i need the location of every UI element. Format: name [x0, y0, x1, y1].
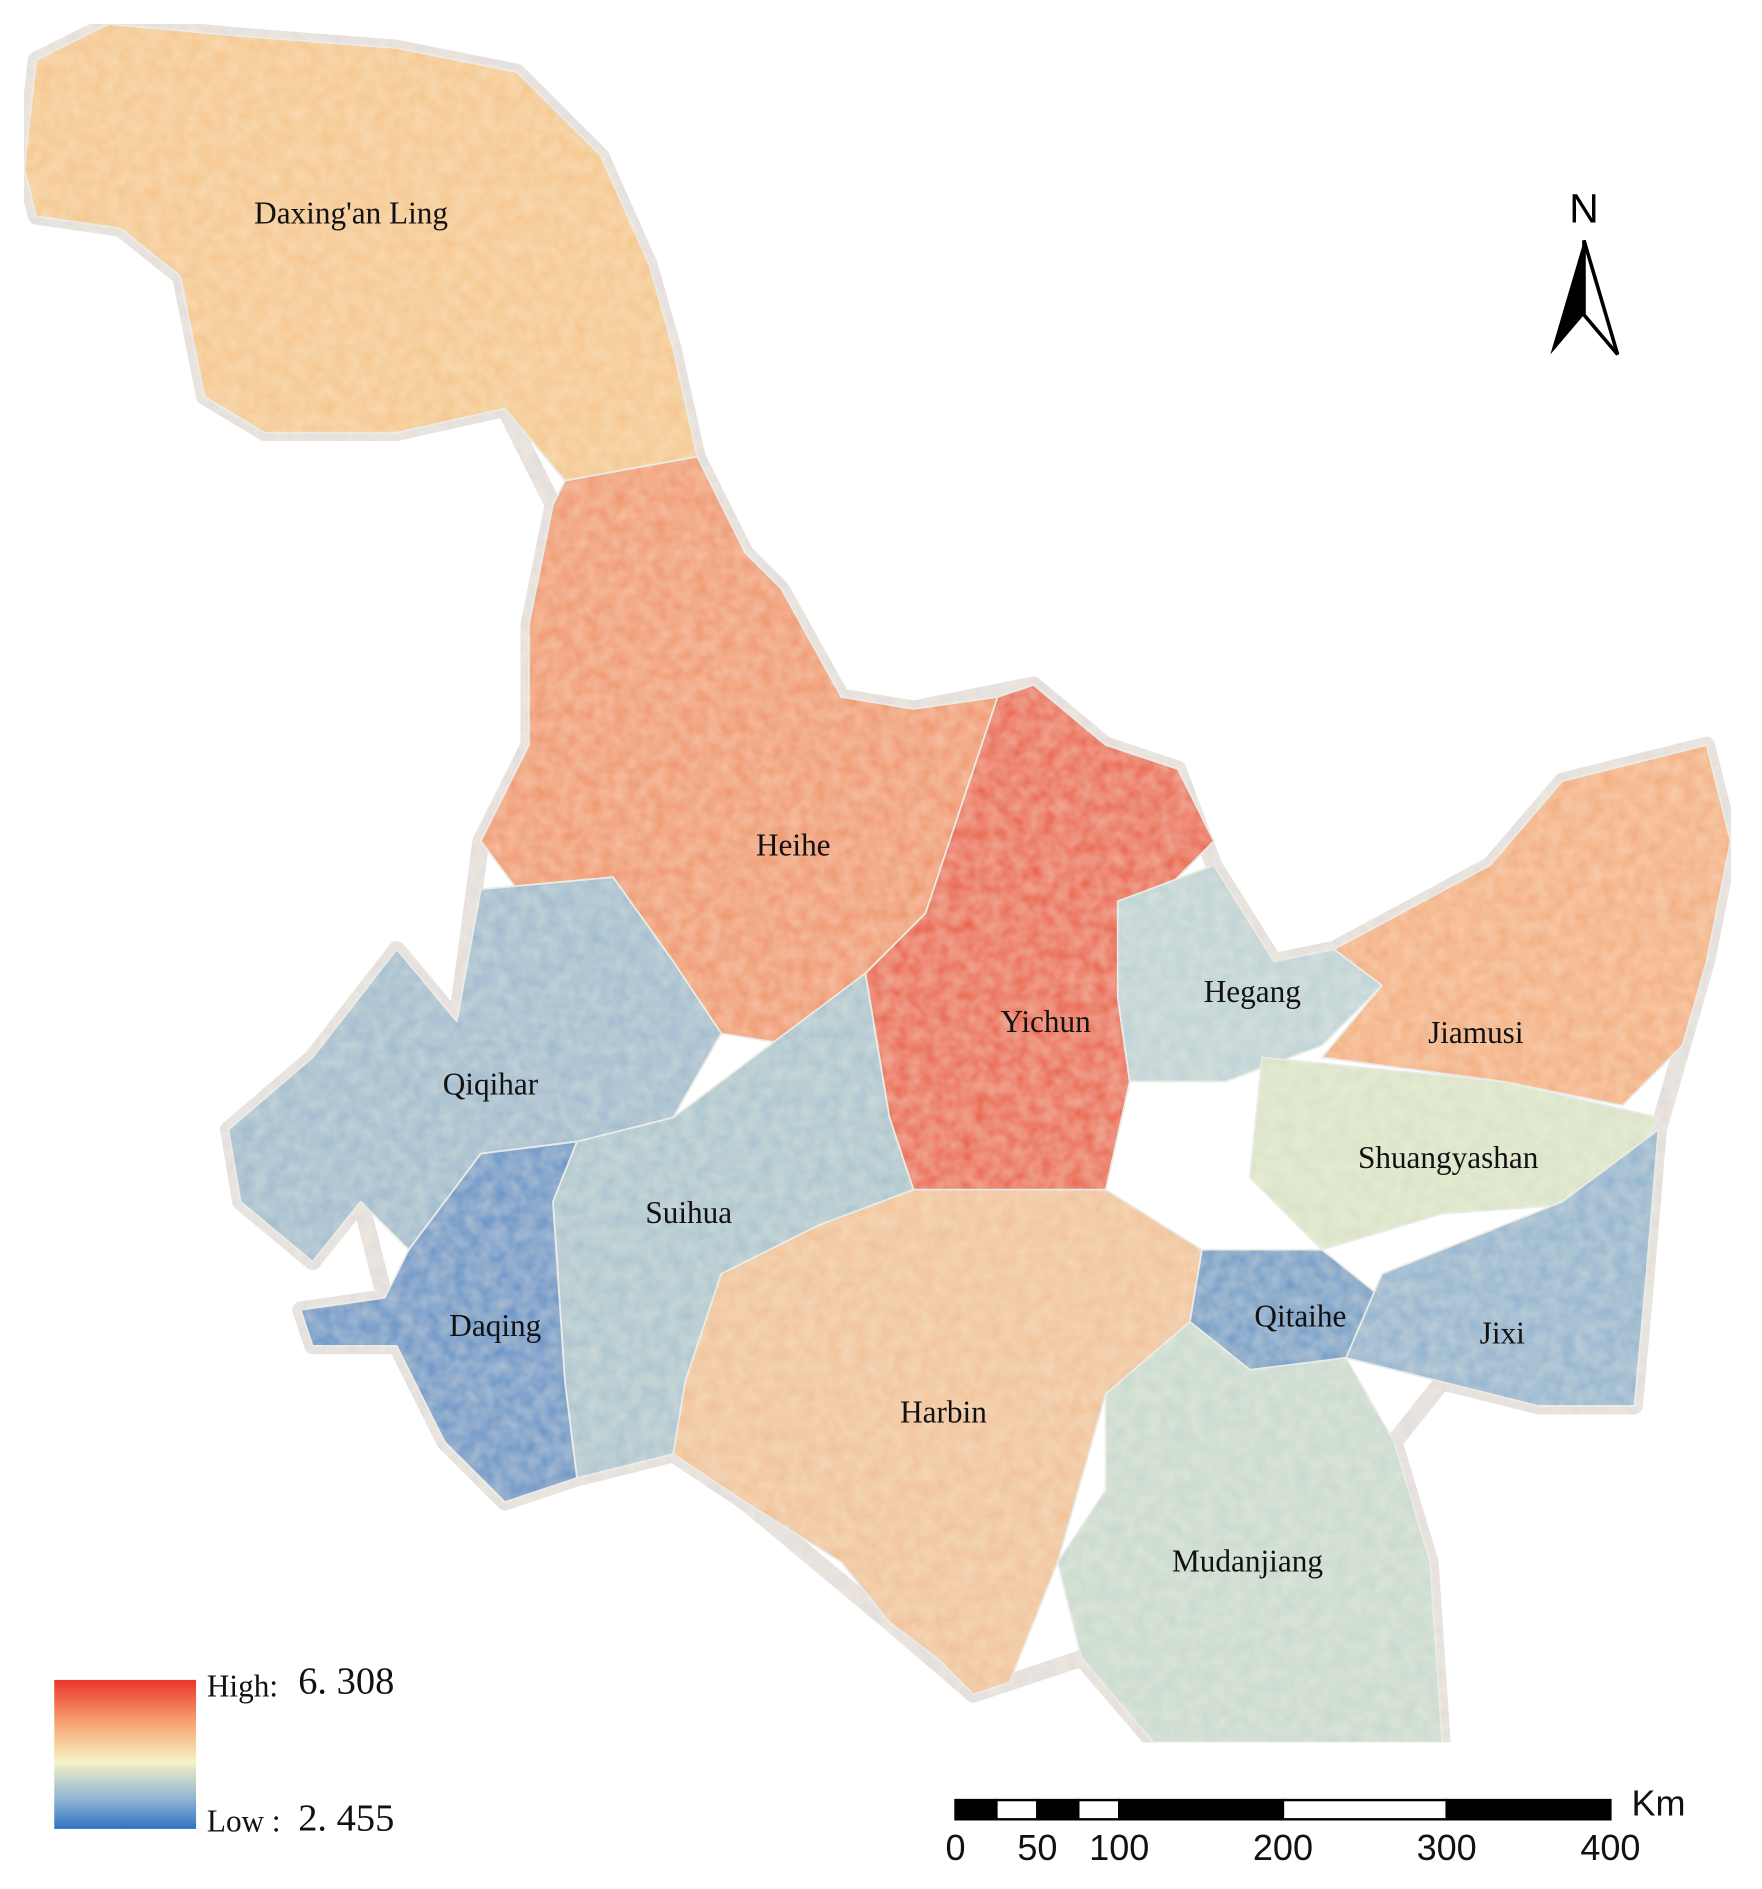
arrow-right — [1582, 239, 1620, 356]
scale-segment — [954, 1798, 998, 1821]
region-label: Qitaihe — [1254, 1299, 1346, 1334]
legend-low-value: 2. 455 — [298, 1798, 394, 1840]
region-shape — [299, 1140, 578, 1503]
scale-tick-label: 0 — [945, 1827, 965, 1868]
regions — [15, 15, 1739, 1751]
region-shape — [23, 23, 699, 482]
region-shape — [1321, 744, 1732, 1107]
scale-tick-label: 50 — [1017, 1827, 1057, 1868]
legend-low: Low : — [207, 1803, 281, 1838]
region-shape — [1116, 864, 1383, 1083]
region-label: Qiqihar — [443, 1067, 539, 1102]
region-label: Daxing'an Ling — [254, 195, 448, 230]
legend-ramp — [54, 1679, 197, 1829]
scale-segment — [1036, 1798, 1080, 1821]
region-label: Hegang — [1204, 974, 1302, 1009]
north-label: N — [1569, 185, 1598, 231]
scale-tick-label: 100 — [1089, 1827, 1149, 1868]
scale-bar: Km 0 50 100 200 300 400 — [945, 1783, 1685, 1868]
scale-tick-label: 300 — [1417, 1827, 1477, 1868]
arrow-left — [1550, 240, 1584, 355]
region-label: Yichun — [1001, 1004, 1092, 1039]
legend-high: High: — [207, 1669, 278, 1704]
region-label: Harbin — [900, 1395, 987, 1430]
region-label: Jixi — [1480, 1315, 1525, 1350]
scale-segment — [1077, 1798, 1121, 1821]
region-label: Mudanjiang — [1172, 1544, 1323, 1579]
scale-segment — [995, 1798, 1039, 1821]
legend-high-value: 6. 308 — [298, 1661, 394, 1703]
region-labels: Daxing'an Ling Heihe Yichun Hegang Jiamusi Qi… — [254, 195, 1539, 1578]
region-label: Daqing — [449, 1308, 541, 1343]
scale-tick-label: 200 — [1253, 1827, 1313, 1868]
region-label: Suihua — [645, 1195, 732, 1230]
region-shape — [672, 1188, 1203, 1696]
region-label: Jiamusi — [1428, 1015, 1524, 1050]
region-label: Shuangyashan — [1358, 1140, 1539, 1175]
scale-segment — [1445, 1798, 1612, 1821]
region-shape — [1249, 1056, 1660, 1251]
region-label: Heihe — [756, 828, 831, 863]
north-arrow: N — [1550, 185, 1620, 356]
region-shape — [227, 876, 723, 1263]
region-shape — [1345, 1128, 1660, 1407]
scale-segment — [1118, 1798, 1285, 1821]
scale-segment — [1281, 1798, 1448, 1821]
legend: High: 6. 308 Low : 2. 455 — [54, 1661, 394, 1840]
scale-tick-label: 400 — [1580, 1827, 1640, 1868]
scale-unit: Km — [1631, 1783, 1685, 1824]
